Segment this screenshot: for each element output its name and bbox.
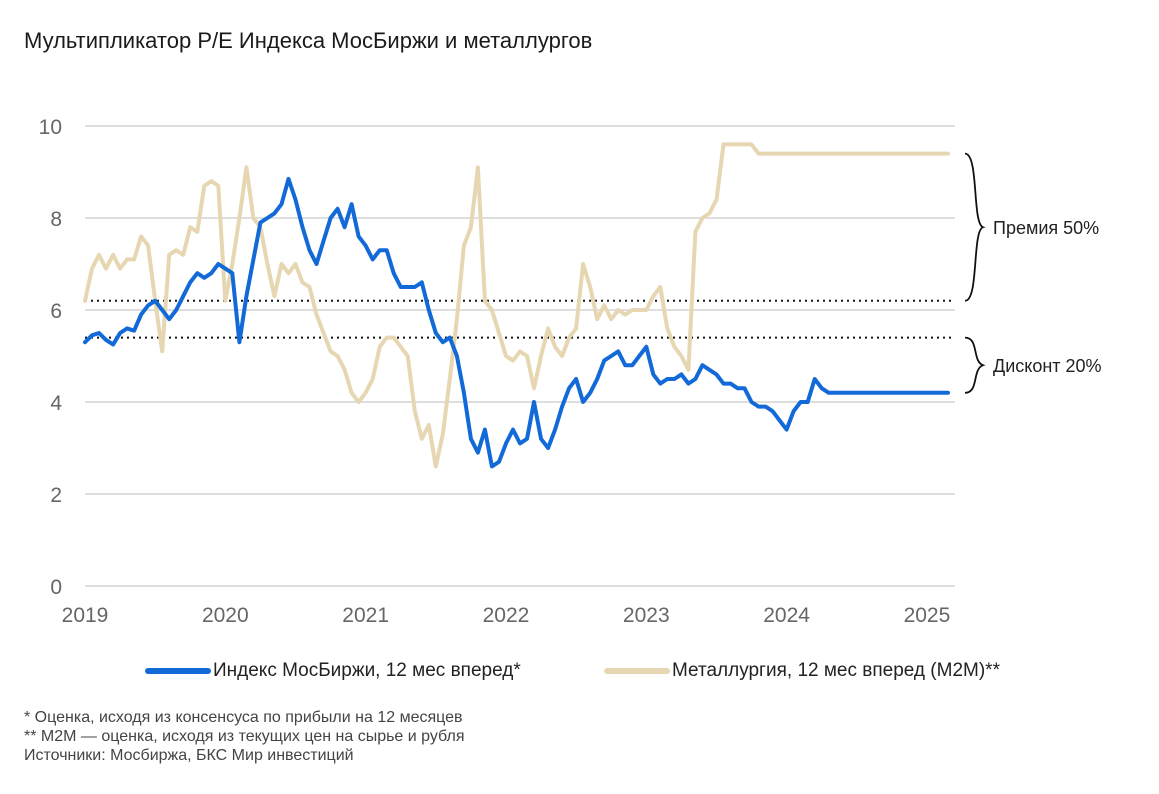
y-tick-label-6: 6 [50, 300, 62, 323]
annotations: Премия 50% Дисконт 20% [964, 152, 1102, 394]
series-line-1 [83, 142, 950, 469]
y-tick-label-10: 10 [39, 116, 62, 139]
footnote-consensus: * Оценка, исходя из консенсуса по прибыл… [24, 709, 463, 726]
x-tick-label-2025: 2025 [904, 604, 951, 627]
series-line-0 [83, 176, 950, 469]
footnote-sources: Источники: Мосбиржа, БКС Мир инвестиций [24, 747, 354, 764]
annotation-label-1: Дисконт 20% [993, 356, 1102, 376]
x-tick-labels: 2019 2020 2021 2022 2023 2024 2025 [62, 604, 951, 627]
grid-lines [85, 125, 955, 587]
y-tick-label-8: 8 [50, 208, 62, 231]
x-tick-label-2024: 2024 [763, 604, 810, 627]
y-tick-label-2: 2 [50, 484, 62, 507]
legend-swatch-metallurgy [604, 668, 670, 674]
legend-label-moex: Индекс МосБиржи, 12 мес вперед* [213, 660, 521, 681]
x-tick-label-2021: 2021 [342, 604, 389, 627]
chart-plot: 0 2 4 6 8 10 2019 2020 2021 2022 2023 2024 2025 Пре… [39, 116, 1102, 627]
legend: Индекс МосБиржи, 12 мес вперед* Металлур… [0, 656, 1159, 686]
x-tick-label-2019: 2019 [62, 604, 109, 627]
annotation-brace-0 [964, 152, 986, 302]
y-tick-label-4: 4 [50, 392, 62, 415]
x-tick-label-2022: 2022 [483, 604, 530, 627]
legend-item-moex: Индекс МосБиржи, 12 мес вперед* [145, 656, 521, 686]
x-tick-label-2023: 2023 [623, 604, 670, 627]
y-tick-labels: 0 2 4 6 8 10 [39, 116, 63, 599]
annotation-label-0: Премия 50% [993, 218, 1099, 238]
legend-item-metallurgy: Металлургия, 12 мес вперед (М2М)** [604, 656, 1000, 686]
annotation-brace-1 [964, 336, 986, 394]
footnotes: * Оценка, исходя из консенсуса по прибыл… [24, 708, 465, 765]
footnote-m2m: ** М2М — оценка, исходя из текущих цен н… [24, 728, 465, 745]
legend-label-metallurgy: Металлургия, 12 мес вперед (М2М)** [672, 660, 1000, 681]
legend-swatch-moex [145, 668, 211, 674]
x-tick-label-2020: 2020 [202, 604, 249, 627]
y-tick-label-0: 0 [50, 576, 62, 599]
series-lines [83, 142, 950, 469]
reference-lines [85, 299, 955, 339]
chart-title: Мультипликатор P/E Индекса МосБиржи и ме… [24, 28, 593, 53]
